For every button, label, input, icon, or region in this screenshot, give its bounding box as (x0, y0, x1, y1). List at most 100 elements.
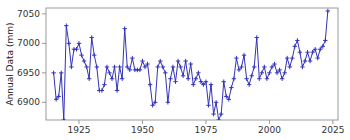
data-point (270, 65, 274, 69)
data-point (277, 68, 281, 72)
data-point (211, 112, 215, 116)
y-tick-label: 6900 (17, 97, 40, 107)
data-point (216, 118, 220, 120)
data-point (74, 47, 78, 51)
data-point (90, 35, 94, 39)
data-point (173, 79, 177, 83)
data-point (64, 23, 68, 27)
data-point (161, 65, 165, 69)
data-point (219, 112, 223, 116)
data-point (272, 62, 276, 66)
data-point (229, 85, 233, 89)
x-tick-label: 2025 (321, 125, 344, 135)
y-axis-label: Annual Data (mm) (5, 22, 15, 105)
data-point (92, 53, 96, 57)
y-tick-label: 7050 (17, 9, 40, 19)
data-point (67, 41, 71, 45)
data-point (84, 65, 88, 69)
data-point (315, 56, 319, 60)
x-tick (332, 120, 333, 124)
data-point (153, 100, 157, 104)
data-point (102, 82, 106, 86)
data-point (247, 82, 251, 86)
data-point (156, 65, 160, 69)
data-point (227, 97, 231, 101)
data-point (305, 50, 309, 54)
data-point (244, 77, 248, 81)
data-point (110, 77, 114, 81)
data-point (148, 82, 152, 86)
data-point (191, 82, 195, 86)
data-point (252, 65, 256, 69)
data-point (194, 77, 198, 81)
data-point (313, 47, 317, 51)
data-point (87, 77, 91, 81)
data-point (181, 74, 185, 78)
data-point (295, 38, 299, 42)
y-tick (42, 102, 46, 103)
x-tick-label: 1950 (131, 125, 154, 135)
x-tick (79, 120, 80, 124)
data-point (293, 44, 297, 48)
data-point (204, 79, 208, 83)
data-point (234, 56, 238, 60)
data-point (303, 59, 307, 63)
data-point (310, 50, 314, 54)
data-point (288, 65, 292, 69)
data-point (77, 41, 81, 45)
data-point (267, 71, 271, 75)
data-point (56, 94, 60, 98)
data-point (260, 71, 264, 75)
data-point (300, 65, 304, 69)
data-point (128, 68, 132, 72)
data-point (206, 103, 210, 107)
data-point (130, 56, 134, 60)
data-point (201, 82, 205, 86)
data-point (265, 77, 269, 81)
data-point (280, 77, 284, 81)
data-point (107, 71, 111, 75)
x-tick-label: 1975 (195, 125, 218, 135)
data-point (214, 100, 218, 104)
data-point (163, 71, 167, 75)
data-point (158, 59, 162, 63)
data-point (209, 82, 213, 86)
data-point (82, 59, 86, 63)
y-tick (42, 43, 46, 44)
data-point (112, 65, 116, 69)
data-point (318, 47, 322, 51)
plot-background (46, 8, 338, 120)
data-point (257, 77, 261, 81)
data-point (186, 77, 190, 81)
data-point (183, 59, 187, 63)
data-point (242, 53, 246, 57)
data-point (166, 100, 170, 104)
data-point (285, 56, 289, 60)
data-point (255, 35, 259, 39)
data-point (323, 38, 327, 42)
data-point (232, 77, 236, 81)
data-point (125, 65, 129, 69)
data-point (100, 88, 104, 92)
data-point (298, 50, 302, 54)
x-tick (269, 120, 270, 124)
data-point (178, 65, 182, 69)
data-point (69, 65, 73, 69)
data-point (308, 59, 312, 63)
data-point (123, 26, 127, 30)
x-tick (142, 120, 143, 124)
data-point (150, 103, 154, 107)
x-tick-label: 1925 (68, 125, 91, 135)
data-point (326, 9, 330, 13)
data-point (95, 65, 99, 69)
data-point (140, 59, 144, 63)
y-tick (42, 13, 46, 14)
data-point (105, 65, 109, 69)
data-point (239, 65, 243, 69)
data-point (51, 71, 55, 75)
data-point (143, 65, 147, 69)
data-point (249, 74, 253, 78)
data-point (79, 53, 83, 57)
y-tick (42, 72, 46, 73)
plot-data (51, 9, 330, 120)
